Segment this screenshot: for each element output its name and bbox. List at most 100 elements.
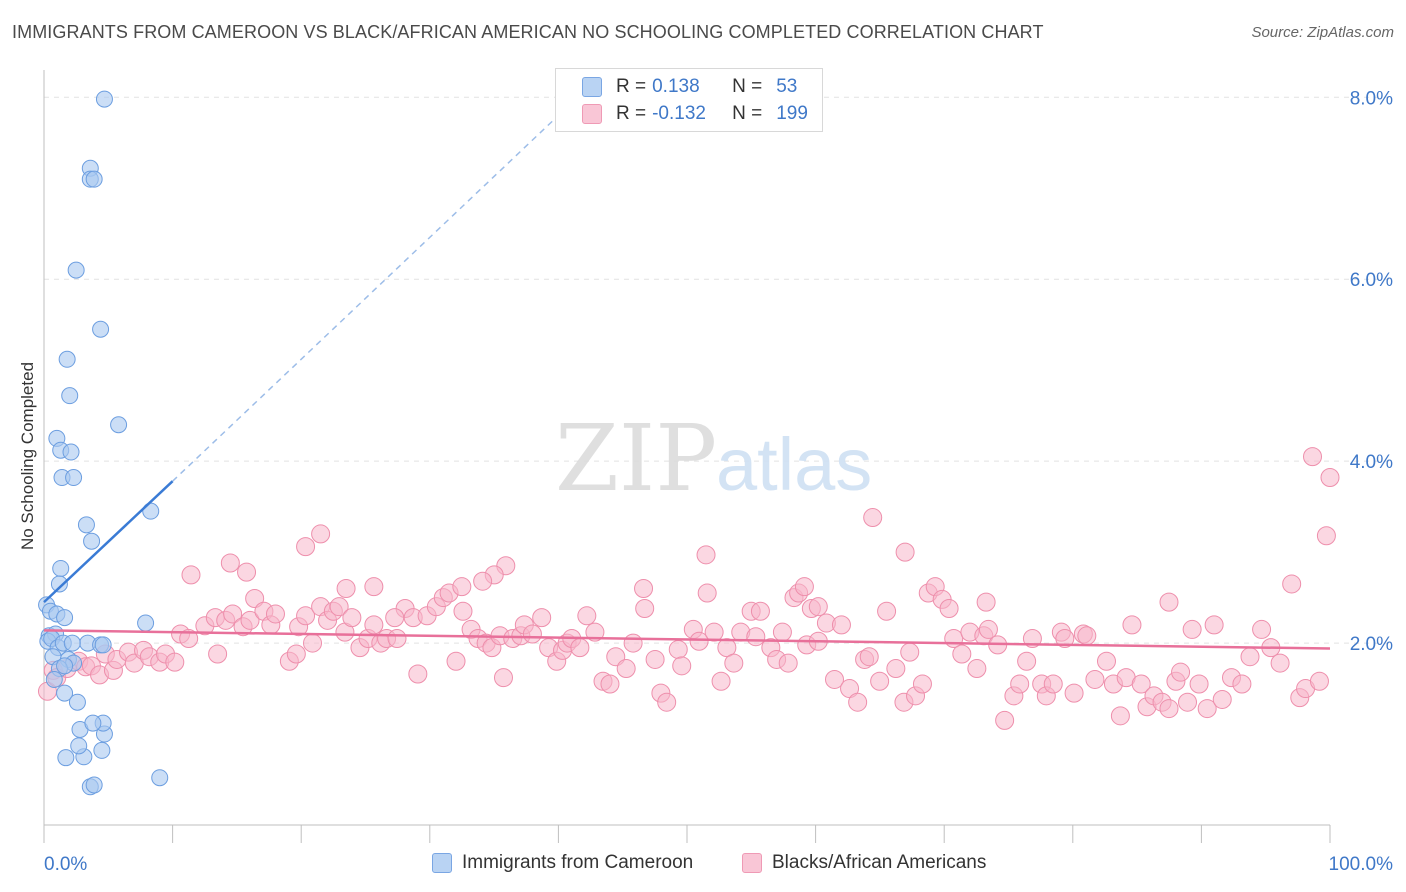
point-blacks <box>446 651 466 671</box>
point-blacks <box>577 606 597 626</box>
point-cameroon <box>52 559 70 577</box>
point-blacks <box>364 615 384 635</box>
point-cameroon <box>45 670 63 688</box>
point-blacks <box>634 578 654 598</box>
point-blacks <box>342 608 362 628</box>
trendline-blacks <box>43 629 1331 650</box>
point-blacks <box>220 553 240 573</box>
point-cameroon <box>151 769 169 787</box>
point-blacks <box>895 542 915 562</box>
point-blacks <box>1096 651 1116 671</box>
point-blacks <box>704 622 724 642</box>
point-blacks <box>286 644 306 664</box>
point-blacks <box>336 578 356 598</box>
point-blacks <box>1064 683 1084 703</box>
point-cameroon <box>110 416 128 434</box>
point-blacks <box>1122 615 1142 635</box>
bottom-legend-swatch-cameroon <box>432 853 452 873</box>
point-cameroon <box>85 170 103 188</box>
point-blacks <box>689 631 709 651</box>
point-blacks <box>1252 619 1272 639</box>
trendline-cameroon <box>43 480 174 604</box>
point-blacks <box>952 644 972 664</box>
point-blacks <box>1178 692 1198 712</box>
point-cameroon <box>68 693 86 711</box>
axes <box>43 70 1331 843</box>
point-blacks <box>900 642 920 662</box>
point-blacks <box>473 571 493 591</box>
point-cameroon <box>93 741 111 759</box>
point-blacks <box>303 633 323 653</box>
point-cameroon <box>83 532 101 550</box>
point-blacks <box>237 562 257 582</box>
watermark-atlas: atlas <box>716 423 872 506</box>
point-blacks <box>623 633 643 653</box>
point-blacks <box>696 545 716 565</box>
point-blacks <box>1320 468 1340 488</box>
point-blacks <box>746 627 766 647</box>
point-blacks <box>1316 526 1336 546</box>
point-blacks <box>877 601 897 621</box>
point-blacks <box>1303 447 1323 467</box>
y-tick-label: 2.0% <box>1350 634 1393 655</box>
trend-lines <box>43 114 1331 650</box>
point-blacks <box>697 583 717 603</box>
point-blacks <box>1309 671 1329 691</box>
correlation-legend: R = 0.138 N = 53 R = -0.132 N = 199 <box>555 68 823 132</box>
point-cameroon <box>85 776 103 794</box>
point-blacks <box>825 669 845 689</box>
point-blacks <box>995 710 1015 730</box>
gridlines <box>44 96 1392 644</box>
point-blacks <box>1159 592 1179 612</box>
point-blacks <box>1189 674 1209 694</box>
point-blacks <box>265 604 285 624</box>
point-cameroon <box>95 90 113 108</box>
point-blacks <box>1077 626 1097 646</box>
legend-swatch-blacks <box>582 104 602 124</box>
point-blacks <box>1110 706 1130 726</box>
point-blacks <box>794 577 814 597</box>
legend-r-label: R = <box>616 76 647 97</box>
point-cameroon <box>92 320 110 338</box>
y-tick-label: 4.0% <box>1350 452 1393 473</box>
point-blacks <box>616 659 636 679</box>
point-cameroon <box>57 749 75 767</box>
legend-n-value: 53 <box>776 76 798 97</box>
point-blacks <box>387 629 407 649</box>
y-tick-label: 6.0% <box>1350 270 1393 291</box>
legend-n-label: N = <box>732 103 763 124</box>
point-blacks <box>635 599 655 619</box>
point-blacks <box>1131 674 1151 694</box>
point-blacks <box>1017 651 1037 671</box>
point-blacks <box>364 577 384 597</box>
point-blacks <box>452 577 472 597</box>
point-blacks <box>1197 699 1217 719</box>
point-blacks <box>570 638 590 658</box>
bottom-legend-swatch-blacks <box>742 853 762 873</box>
point-cameroon <box>56 684 74 702</box>
point-blacks <box>863 508 883 528</box>
point-blacks <box>165 652 185 672</box>
point-cameroon <box>94 636 112 654</box>
point-blacks <box>493 668 513 688</box>
point-blacks <box>1232 674 1252 694</box>
point-blacks <box>778 653 798 673</box>
point-blacks <box>240 610 260 630</box>
point-blacks <box>1085 669 1105 689</box>
point-cameroon <box>61 387 79 405</box>
legend-n-label: N = <box>732 76 763 97</box>
point-blacks <box>724 653 744 673</box>
point-cameroon <box>62 443 80 461</box>
point-blacks <box>1270 653 1290 673</box>
series-cameroon-points <box>38 90 169 796</box>
point-blacks <box>657 692 677 712</box>
point-blacks <box>245 589 265 608</box>
point-cameroon <box>70 737 88 755</box>
point-blacks <box>385 608 405 628</box>
point-blacks <box>672 656 692 676</box>
point-blacks <box>1171 662 1191 682</box>
point-blacks <box>311 524 331 544</box>
point-cameroon <box>67 261 85 279</box>
point-blacks <box>223 604 243 624</box>
